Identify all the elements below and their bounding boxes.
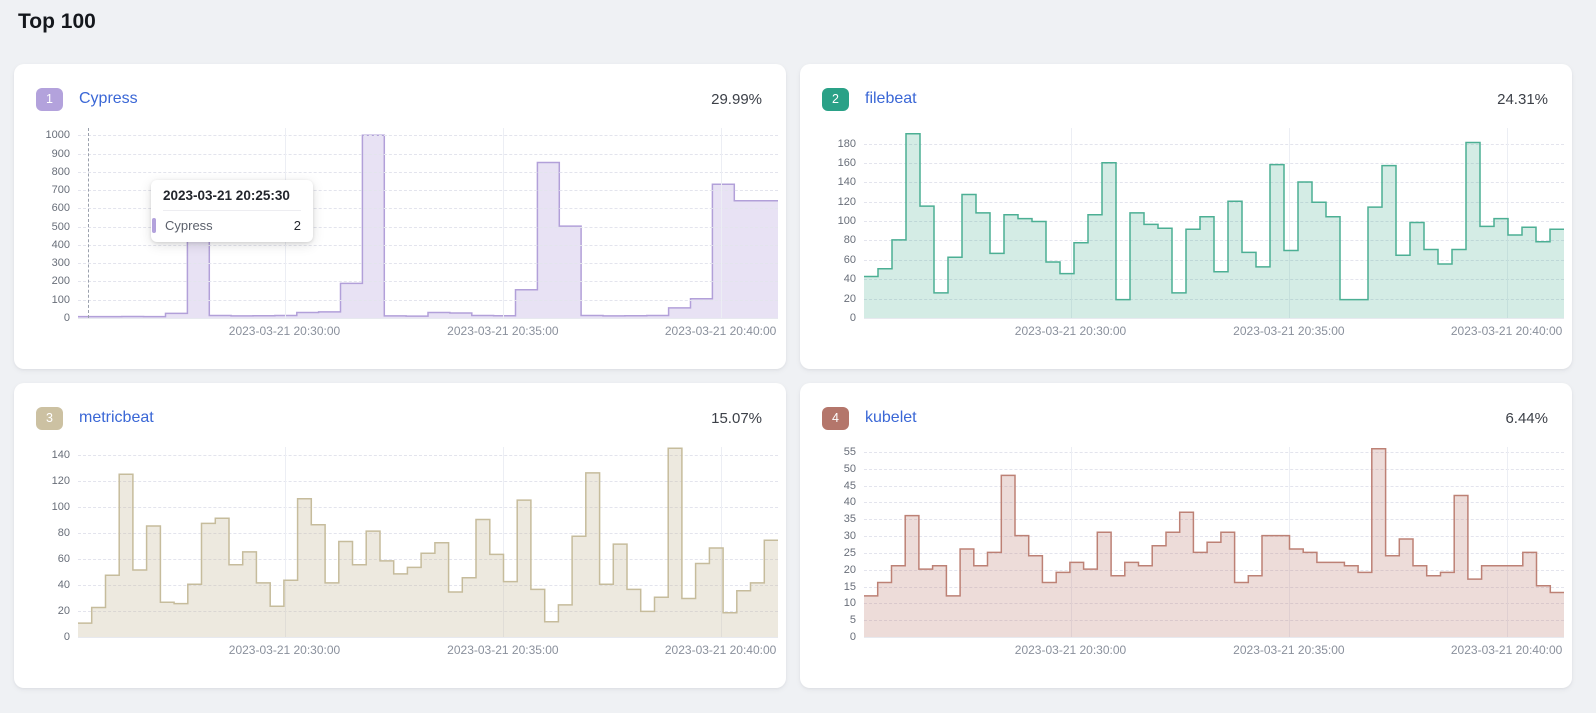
y-tick-label: 0 [63, 312, 70, 324]
percent-value: 15.07% [711, 409, 762, 427]
y-axis-labels: 0 5 10 15 20 25 30 35 40 45 50 55 [820, 446, 864, 643]
tooltip-series-value: 2 [293, 218, 301, 233]
tooltip-series-marker [152, 218, 156, 233]
y-tick-label: 0 [849, 312, 856, 324]
y-tick-label: 55 [843, 446, 856, 459]
series-area-chart [78, 447, 778, 637]
y-tick-label: 20 [843, 292, 856, 305]
y-tick-label: 700 [51, 184, 70, 197]
y-tick-label: 180 [837, 137, 856, 150]
dashboard-grid: 1 Cypress 29.99% 0 100 200 300 400 500 600 700 8… [14, 64, 1572, 688]
y-tick-label: 15 [843, 580, 856, 593]
percent-value: 29.99% [711, 90, 762, 108]
y-tick-label: 1000 [45, 129, 70, 142]
y-tick-label: 20 [57, 604, 70, 617]
percent-value: 6.44% [1505, 409, 1548, 427]
y-tick-label: 20 [843, 563, 856, 576]
rank-badge: 4 [822, 406, 849, 430]
chart-card-cypress: 1 Cypress 29.99% 0 100 200 300 400 500 600 700 8… [14, 64, 786, 369]
chart-area: 0 20 40 60 80 100 120 140 2023-03-21 20:30:00 20… [34, 447, 778, 657]
tooltip-row: Cypress 2 [151, 211, 313, 242]
y-tick-label: 100 [51, 293, 70, 306]
x-tick-label: 2023-03-21 20:35:00 [1233, 324, 1345, 338]
series-area-chart [864, 133, 1564, 318]
y-tick-label: 45 [843, 479, 856, 492]
y-axis-labels: 0 20 40 60 80 100 120 140 160 180 [820, 128, 864, 325]
tooltip-series-name: Cypress [165, 218, 213, 233]
y-tick-label: 0 [849, 631, 856, 643]
page-title: Top 100 [18, 10, 96, 33]
x-tick-label: 2023-03-21 20:35:00 [447, 643, 559, 657]
x-tick-label: 2023-03-21 20:30:00 [1014, 643, 1127, 657]
y-tick-label: 140 [51, 448, 70, 461]
y-tick-label: 25 [843, 546, 856, 559]
y-tick-label: 120 [837, 195, 856, 208]
y-tick-label: 0 [63, 631, 70, 643]
y-tick-label: 140 [837, 176, 856, 189]
y-tick-label: 30 [843, 530, 856, 543]
chart-plot[interactable]: 2023-03-21 20:30:00 2023-03-21 20:35:00 20… [864, 128, 1564, 338]
y-axis-labels: 0 20 40 60 80 100 120 140 [34, 447, 78, 643]
y-tick-label: 10 [843, 597, 856, 610]
chart-area: 0 100 200 300 400 500 600 700 800 900 1000 2023-03… [34, 128, 778, 338]
rank-badge: 2 [822, 87, 849, 111]
series-link[interactable]: Cypress [79, 90, 138, 107]
y-tick-label: 35 [843, 513, 856, 526]
rank-badge: 3 [36, 406, 63, 430]
y-tick-label: 100 [837, 215, 856, 228]
y-tick-label: 900 [51, 147, 70, 160]
series-area-chart [864, 447, 1564, 637]
x-tick-label: 2023-03-21 20:40:00 [1450, 643, 1563, 657]
card-header: 2 filebeat 24.31% [800, 64, 1572, 112]
y-tick-label: 40 [843, 496, 856, 509]
x-tick-label: 2023-03-21 20:40:00 [664, 324, 777, 338]
chart-area: 0 5 10 15 20 25 30 35 40 45 50 55 2023-03-21 20:30:… [820, 446, 1564, 657]
y-tick-label: 60 [57, 552, 70, 565]
x-tick-label: 2023-03-21 20:30:00 [228, 643, 341, 657]
x-tick-label: 2023-03-21 20:40:00 [1450, 324, 1563, 338]
y-tick-label: 5 [849, 614, 856, 627]
y-tick-label: 80 [843, 234, 856, 247]
y-tick-label: 120 [51, 474, 70, 487]
x-tick-label: 2023-03-21 20:30:00 [228, 324, 341, 338]
crosshair-line [88, 128, 89, 318]
x-tick-label: 2023-03-21 20:35:00 [447, 324, 559, 338]
rank-badge: 1 [36, 87, 63, 111]
chart-plot[interactable]: 2023-03-21 20:25:30 Cypress 2 2023-03-21… [78, 128, 778, 338]
series-link[interactable]: kubelet [865, 409, 917, 426]
chart-plot[interactable]: 2023-03-21 20:30:00 2023-03-21 20:35:00 20… [78, 447, 778, 657]
y-tick-label: 40 [843, 273, 856, 286]
x-tick-label: 2023-03-21 20:30:00 [1014, 324, 1127, 338]
chart-plot[interactable]: 2023-03-21 20:30:00 2023-03-21 20:35:00 20… [864, 447, 1564, 657]
x-tick-label: 2023-03-21 20:35:00 [1233, 643, 1345, 657]
y-tick-label: 100 [51, 500, 70, 513]
y-tick-label: 500 [51, 220, 70, 233]
y-axis-labels: 0 100 200 300 400 500 600 700 800 900 1000 [34, 128, 78, 324]
y-tick-label: 50 [843, 462, 856, 475]
y-tick-label: 200 [51, 275, 70, 288]
chart-card-metricbeat: 3 metricbeat 15.07% 0 20 40 60 80 100 120 140 2… [14, 383, 786, 688]
y-tick-label: 160 [837, 156, 856, 169]
y-tick-label: 80 [57, 526, 70, 539]
chart-tooltip: 2023-03-21 20:25:30 Cypress 2 [151, 180, 313, 242]
series-link[interactable]: filebeat [865, 90, 917, 107]
y-tick-label: 800 [51, 165, 70, 178]
y-tick-label: 600 [51, 202, 70, 215]
tooltip-timestamp: 2023-03-21 20:25:30 [163, 188, 301, 211]
y-tick-label: 60 [843, 253, 856, 266]
card-header: 3 metricbeat 15.07% [14, 383, 786, 431]
y-tick-label: 40 [57, 578, 70, 591]
y-tick-label: 300 [51, 257, 70, 270]
x-tick-label: 2023-03-21 20:40:00 [664, 643, 777, 657]
chart-card-kubelet: 4 kubelet 6.44% 0 5 10 15 20 25 30 35 40 45 50 55 2… [800, 383, 1572, 688]
card-header: 4 kubelet 6.44% [800, 383, 1572, 431]
series-link[interactable]: metricbeat [79, 409, 154, 426]
percent-value: 24.31% [1497, 90, 1548, 108]
chart-card-filebeat: 2 filebeat 24.31% 0 20 40 60 80 100 120 140 160 1… [800, 64, 1572, 369]
card-header: 1 Cypress 29.99% [14, 64, 786, 112]
y-tick-label: 400 [51, 238, 70, 251]
chart-area: 0 20 40 60 80 100 120 140 160 180 2023-03-21 20:3… [820, 128, 1564, 338]
